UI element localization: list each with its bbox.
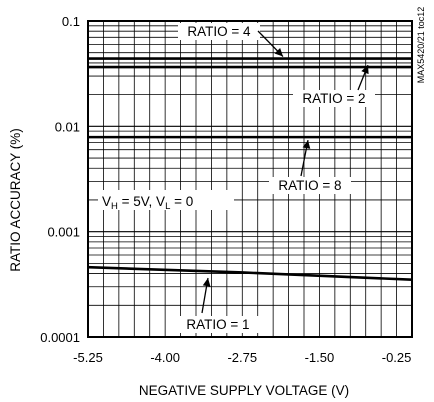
label-background	[269, 177, 351, 194]
x-tick-label: -0.25	[382, 350, 412, 365]
x-tick-label: -5.25	[73, 350, 103, 365]
series-label: RATIO = 1	[186, 317, 249, 332]
y-tick-label: 0.01	[55, 119, 80, 134]
label-background	[177, 316, 259, 333]
series-line	[87, 265, 413, 281]
figure-code-label: MAX5420/21 toc12	[416, 7, 426, 84]
x-axis-label: NEGATIVE SUPPLY VOLTAGE (V)	[139, 383, 349, 398]
series-group	[87, 57, 413, 281]
arrow-head	[274, 48, 283, 57]
x-axis: -5.25 -4.00 -2.75 -1.50 -0.25	[73, 350, 411, 365]
x-tick-label: -2.75	[227, 350, 257, 365]
y-tick-label: 0.1	[62, 14, 80, 29]
x-tick-label: -4.00	[150, 350, 180, 365]
y-axis: 0.1 0.01 0.001 0.0001	[40, 14, 80, 345]
annotations: RATIO = 4 RATIO = 2 RATIO = 8 RATIO = 1 VH =…	[98, 23, 375, 333]
series-label: RATIO = 4	[187, 24, 251, 39]
arrow-head	[302, 140, 311, 149]
y-tick-label: 0.001	[47, 225, 80, 240]
label-background	[293, 90, 375, 107]
x-tick-label: -1.50	[305, 350, 335, 365]
condition-background	[98, 190, 234, 210]
series-label: RATIO = 2	[302, 91, 365, 106]
y-tick-label: 0.0001	[40, 330, 80, 345]
label-background	[178, 23, 260, 40]
series-label: RATIO = 8	[278, 178, 341, 193]
arrow-head	[202, 278, 211, 287]
y-axis-label: RATIO ACCURACY (%)	[8, 128, 23, 272]
plot-frame	[87, 20, 413, 338]
condition-label: VH = 5V, VL = 0	[102, 194, 193, 212]
arrow-head	[361, 65, 369, 75]
